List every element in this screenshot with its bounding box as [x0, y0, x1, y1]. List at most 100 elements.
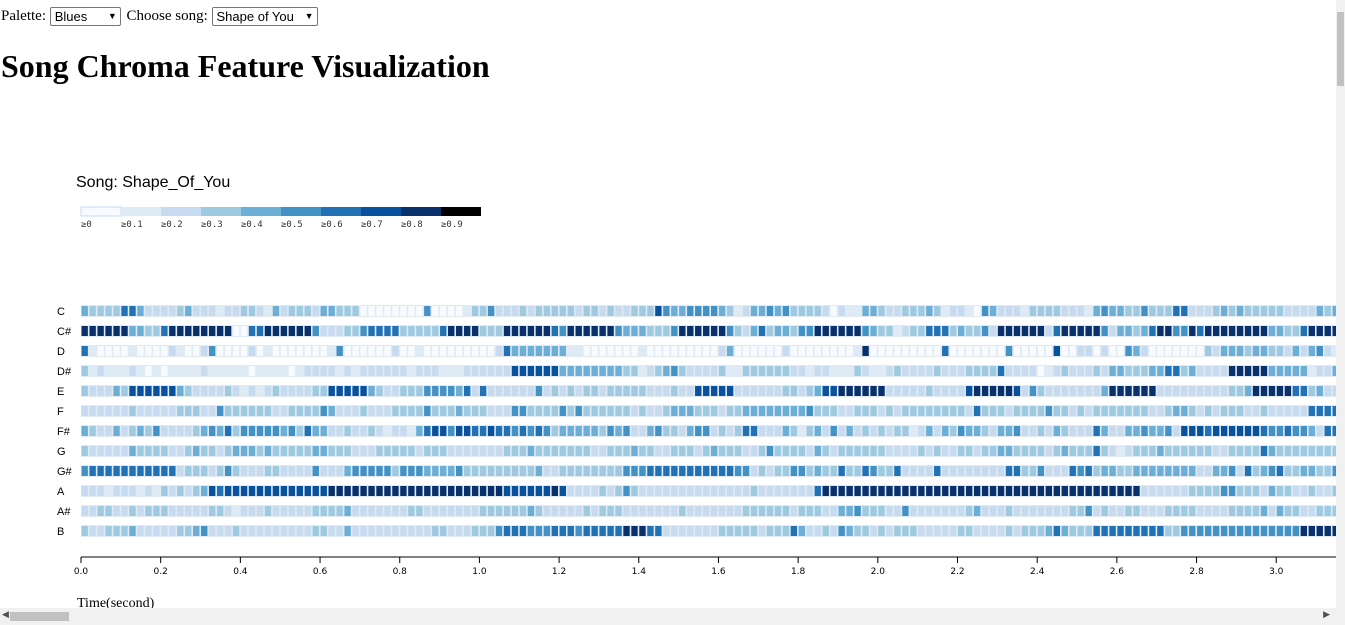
heatmap-cell: [742, 426, 750, 436]
heatmap-cell: [942, 506, 949, 516]
heatmap-cell: [942, 426, 949, 436]
palette-select[interactable]: Blues ▼: [49, 7, 121, 26]
heatmap-cell: [599, 426, 606, 436]
scroll-left-icon[interactable]: ◀: [2, 610, 9, 620]
heatmap-cell: [256, 366, 264, 376]
heatmap-cell: [1045, 466, 1053, 476]
heatmap-cell: [599, 526, 606, 536]
heatmap-cell: [296, 506, 304, 516]
heatmap-cell: [224, 366, 232, 376]
heatmap-cell: [1236, 366, 1244, 376]
heatmap-cell: [1053, 466, 1060, 476]
horizontal-scroll-thumb[interactable]: [10, 612, 69, 621]
heatmap-cell: [208, 326, 216, 336]
heatmap-cell: [838, 406, 845, 416]
heatmap-cell: [950, 466, 957, 476]
scroll-right-icon[interactable]: ▶: [1323, 610, 1330, 620]
heatmap-cell: [328, 486, 335, 496]
heatmap-cell: [806, 326, 813, 336]
heatmap-cell: [591, 426, 598, 436]
heatmap-cell: [503, 506, 511, 516]
heatmap-cell: [695, 526, 702, 536]
heatmap-cell: [583, 306, 590, 316]
pitch-label: C: [57, 306, 65, 318]
heatmap-cell: [942, 326, 949, 336]
heatmap-cell: [1268, 366, 1276, 376]
vertical-scroll-thumb[interactable]: [1337, 12, 1344, 86]
heatmap-cell: [448, 486, 455, 496]
heatmap-cell: [814, 346, 821, 356]
heatmap-cell: [1061, 486, 1068, 496]
heatmap-cell: [479, 466, 487, 476]
heatmap-cell: [463, 526, 471, 536]
heatmap-cell: [456, 386, 463, 396]
heatmap-cell: [615, 466, 622, 476]
heatmap-cell: [527, 486, 535, 496]
heatmap-cell: [408, 486, 415, 496]
song-select[interactable]: Shape of You ▼: [211, 7, 318, 26]
heatmap-cell: [1252, 306, 1260, 316]
heatmap-cell: [448, 346, 455, 356]
heatmap-cell: [981, 526, 989, 536]
heatmap-cell: [758, 526, 766, 536]
heatmap-cell: [519, 526, 527, 536]
heatmap-cell: [591, 406, 598, 416]
pitch-label: G: [57, 446, 66, 458]
heatmap-cell: [145, 306, 152, 316]
heatmap-cell: [121, 506, 128, 516]
heatmap-cell: [663, 326, 670, 336]
heatmap-cell: [989, 366, 997, 376]
heatmap-cell: [224, 506, 232, 516]
heatmap-cell: [1093, 446, 1100, 456]
heatmap-cell: [487, 446, 495, 456]
heatmap-cell: [208, 406, 216, 416]
song-label: Choose song:: [126, 7, 208, 24]
heatmap-cell: [511, 306, 519, 316]
heatmap-cell: [185, 386, 192, 396]
heatmap-cell: [814, 486, 821, 496]
heatmap-cell: [304, 506, 311, 516]
heatmap-cell: [902, 346, 909, 356]
heatmap-cell: [1308, 346, 1315, 356]
heatmap-cell: [734, 326, 742, 336]
heatmap-cell: [1045, 486, 1053, 496]
heatmap-cell: [973, 486, 981, 496]
vertical-scrollbar[interactable]: [1336, 0, 1345, 608]
heatmap-cell: [591, 366, 598, 376]
heatmap-cell: [567, 346, 574, 356]
heatmap-cell: [511, 446, 519, 456]
heatmap-cell: [320, 326, 327, 336]
heatmap-cell: [312, 386, 319, 396]
heatmap-cell: [1228, 446, 1236, 456]
heatmap-cell: [376, 326, 383, 336]
heatmap-cell: [1197, 426, 1204, 436]
heatmap-cell: [240, 426, 248, 436]
pitch-label: E: [57, 386, 64, 398]
heatmap-cell: [1236, 526, 1244, 536]
heatmap-cell: [958, 346, 965, 356]
heatmap-cell: [519, 426, 527, 436]
heatmap-cell: [1332, 346, 1336, 356]
heatmap-cell: [734, 506, 742, 516]
heatmap-cell: [495, 446, 503, 456]
heatmap-cell: [1061, 526, 1068, 536]
horizontal-scrollbar[interactable]: ◀ ▶: [0, 608, 1345, 625]
heatmap-cell: [934, 306, 941, 316]
heatmap-cell: [304, 446, 311, 456]
heatmap-cell: [1332, 446, 1336, 456]
heatmap-cell: [973, 406, 981, 416]
heatmap-cell: [1069, 426, 1076, 436]
heatmap-cell: [97, 426, 104, 436]
heatmap-cell: [1228, 366, 1236, 376]
heatmap-cell: [400, 306, 407, 316]
heatmap-cell: [575, 346, 582, 356]
heatmap-cell: [647, 326, 654, 336]
heatmap-cell: [193, 326, 200, 336]
heatmap-cell: [1053, 526, 1060, 536]
heatmap-cell: [918, 486, 925, 496]
heatmap-cell: [1085, 506, 1092, 516]
heatmap-cell: [105, 386, 112, 396]
heatmap-cell: [1061, 326, 1068, 336]
heatmap-cell: [384, 426, 391, 436]
heatmap-cell: [790, 486, 798, 496]
